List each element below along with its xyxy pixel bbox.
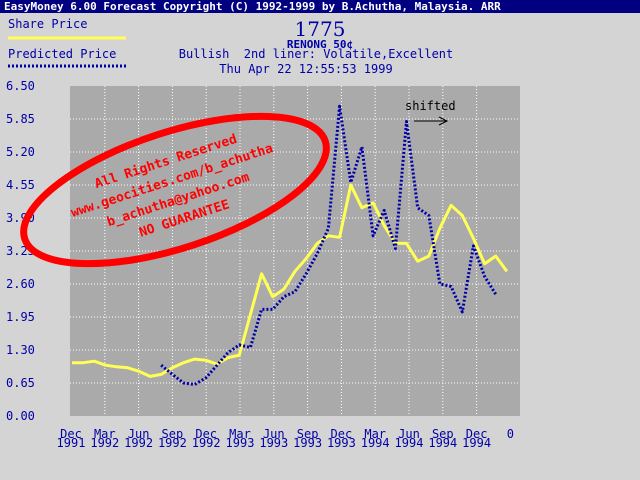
y-tick-label: 6.50: [6, 79, 35, 93]
timestamp: Thu Apr 22 12:55:53 1999: [219, 62, 392, 76]
y-tick-label: 1.95: [6, 310, 35, 324]
x-tick-month: Jun: [398, 427, 420, 441]
y-tick-label: 5.85: [6, 112, 35, 126]
x-tick-month: Mar: [364, 427, 386, 441]
shifted-annotation: shifted: [405, 99, 456, 113]
predicted-price-line: [160, 104, 497, 386]
x-tick-year: 1993: [259, 436, 288, 450]
y-tick-label: 0.00: [6, 409, 35, 423]
x-tick-year: 1993: [327, 436, 356, 450]
stock-name: RENONG 50¢: [287, 38, 353, 51]
window-title: EasyMoney 6.00 Forecast Copyright (C) 19…: [4, 0, 501, 13]
x-tick-year: 1994: [361, 436, 390, 450]
stock-outlook: Bullish 2nd liner: Volatile,Excellent: [179, 47, 454, 61]
x-tick-month: Mar: [94, 427, 116, 441]
x-tick-year: 1992: [90, 436, 119, 450]
x-tick-year: 1993: [226, 436, 255, 450]
x-tick-year: 1992: [124, 436, 153, 450]
x-tick-month: Sep: [162, 427, 184, 441]
x-tick-month: Dec: [60, 427, 82, 441]
y-tick-label: 5.20: [6, 145, 35, 159]
y-tick-label: 4.55: [6, 178, 35, 192]
x-tick-month: Sep: [432, 427, 454, 441]
x-tick-month: Jun: [263, 427, 285, 441]
x-tick-year: 1992: [192, 436, 221, 450]
stock-code: 1775: [295, 17, 346, 41]
x-tick-month: 0: [507, 427, 514, 441]
legend-share-price-label: Share Price: [8, 17, 87, 31]
x-tick-month: Jun: [128, 427, 150, 441]
x-tick-year: 1994: [395, 436, 424, 450]
x-tick-month: Dec: [331, 427, 353, 441]
x-axis-ticks: Dec1991Mar1992Jun1992Sep1992Dec1992Mar19…: [57, 427, 514, 450]
x-tick-year: 1994: [462, 436, 491, 450]
x-tick-month: Dec: [195, 427, 217, 441]
legend-predicted-price-label: Predicted Price: [8, 47, 116, 61]
right-arrow-icon: [414, 116, 449, 126]
y-tick-label: 2.60: [6, 277, 35, 291]
y-tick-label: 1.30: [6, 343, 35, 357]
y-tick-label: 0.65: [6, 376, 35, 390]
x-tick-year: 1993: [293, 436, 322, 450]
x-tick-year: 1994: [428, 436, 457, 450]
x-tick-month: Dec: [466, 427, 488, 441]
x-tick-month: Sep: [297, 427, 319, 441]
x-tick-month: Mar: [229, 427, 251, 441]
series-layer: [72, 104, 509, 386]
window-title-bar: EasyMoney 6.00 Forecast Copyright (C) 19…: [0, 0, 640, 13]
x-tick-year: 1991: [57, 436, 86, 450]
x-tick-year: 1992: [158, 436, 187, 450]
